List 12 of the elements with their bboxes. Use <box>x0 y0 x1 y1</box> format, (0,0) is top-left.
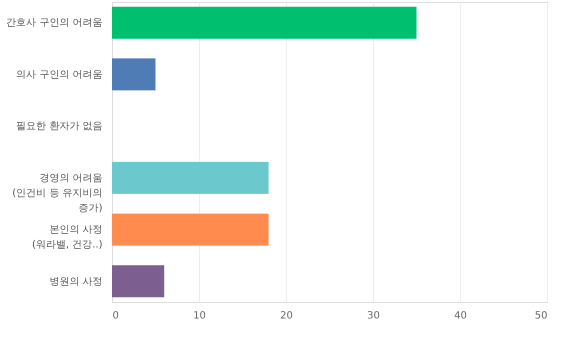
x-tick-label: 20 <box>280 310 293 322</box>
x-tick-label: 40 <box>454 310 467 322</box>
x-tick-label: 50 <box>534 310 548 322</box>
y-tick-label: 의사 구인의 어려움 <box>16 69 102 80</box>
x-tick-label: 30 <box>367 310 380 322</box>
x-tick-label: 10 <box>193 310 206 322</box>
y-tick-label: 간호사 구인의 어려움 <box>6 18 102 29</box>
y-tick-label: 병원의 사정 <box>49 276 102 288</box>
y-tick-label: 필요한 환자가 없음 <box>16 121 102 132</box>
x-tick-label: 0 <box>112 310 119 322</box>
y-tick-label: 경영의 어려움 (인건비 등 유지비의 증가) <box>12 172 103 214</box>
y-tick-label: 본인의 사정 (워라밸, 건강..) <box>32 224 103 251</box>
